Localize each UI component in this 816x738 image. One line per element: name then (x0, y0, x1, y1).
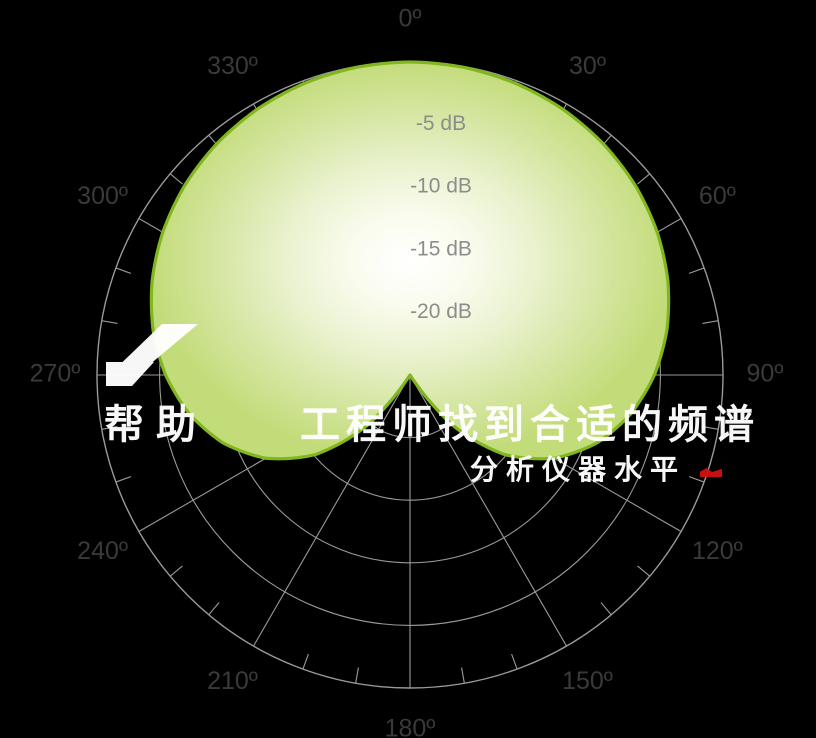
angle-tick-label: 210º (207, 667, 258, 695)
polar-minor-tick (600, 602, 612, 616)
angular-axis-labels: 0º 30º 60º 90º 120º 150º 180º 210º 240º 270º 300º 3… (30, 5, 784, 738)
pattern-lobe-path (149, 60, 671, 461)
angle-tick-label: 270º (30, 360, 81, 388)
radial-tick-label: -5 dB (416, 112, 466, 135)
polar-minor-tick (688, 476, 705, 483)
radiation-pattern-lobe (149, 60, 671, 461)
polar-minor-tick (702, 320, 719, 324)
polar-minor-tick (637, 173, 651, 185)
polar-minor-tick (101, 426, 118, 430)
polar-minor-tick (702, 426, 719, 430)
angle-tick-label: 180º (385, 715, 436, 738)
polar-minor-tick (115, 267, 132, 274)
angle-tick-label: 0º (398, 5, 421, 33)
polar-minor-tick (355, 667, 359, 684)
polar-minor-tick (115, 476, 132, 483)
angle-tick-label: 30º (569, 52, 606, 80)
polar-minor-tick (688, 267, 705, 274)
polar-minor-tick (208, 602, 220, 616)
polar-minor-tick (461, 667, 465, 684)
radial-tick-label: -15 dB (410, 237, 472, 260)
radial-axis-labels: -5 dB -10 dB -15 dB -20 dB (410, 112, 472, 323)
angle-tick-label: 330º (207, 52, 258, 80)
radial-tick-label: -20 dB (410, 300, 472, 323)
angle-tick-label: 240º (77, 537, 128, 565)
radial-tick-label: -10 dB (410, 175, 472, 198)
angle-tick-label: 300º (77, 182, 128, 210)
polar-minor-tick (169, 565, 183, 577)
angle-tick-label: 120º (692, 537, 743, 565)
polar-minor-tick (511, 653, 518, 670)
polar-minor-tick (101, 320, 118, 324)
polar-grid-spoke (409, 374, 567, 647)
angle-tick-label: 90º (747, 360, 784, 388)
angle-tick-label: 60º (699, 182, 736, 210)
polar-minor-tick (637, 565, 651, 577)
polar-minor-tick (302, 653, 309, 670)
polar-minor-tick (169, 173, 183, 185)
polar-grid-spoke (253, 374, 411, 647)
angle-tick-label: 150º (562, 667, 613, 695)
